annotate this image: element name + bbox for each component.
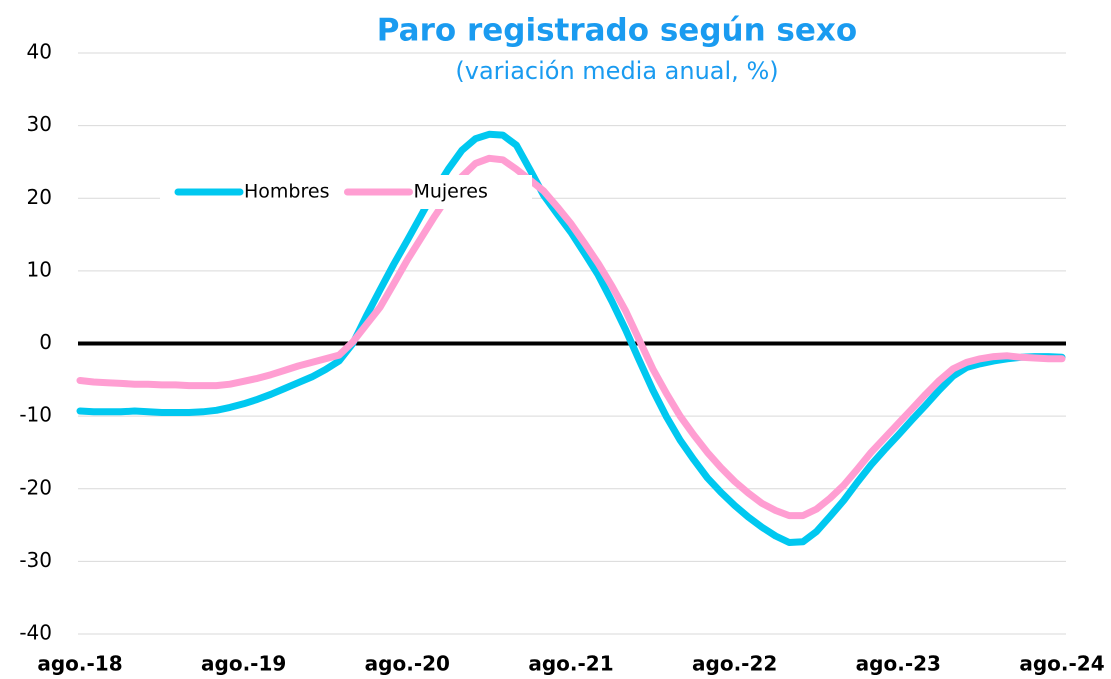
x-tick-label: ago.-23	[856, 652, 941, 676]
x-tick-label: ago.-18	[37, 652, 122, 676]
x-tick-label: ago.-19	[201, 652, 286, 676]
chart-title: Paro registrado según sexo	[377, 13, 857, 49]
x-tick-label: ago.-20	[365, 652, 450, 676]
y-tick-label: 40	[27, 40, 52, 64]
y-tick-label: -40	[19, 621, 52, 645]
y-tick-label: 20	[27, 185, 52, 209]
series-line	[76, 154, 1066, 520]
y-tick-label: -20	[19, 475, 52, 499]
y-tick-label: 30	[27, 112, 52, 136]
x-tick-label: ago.-22	[692, 652, 777, 676]
y-tick-label: 10	[27, 257, 52, 281]
x-tick-label: ago.-24	[1019, 652, 1104, 676]
legend-label: Hombres	[244, 181, 329, 203]
y-tick-label: -30	[19, 548, 52, 572]
chart-subtitle: (variación media anual, %)	[455, 57, 778, 85]
y-tick-label: -10	[19, 403, 52, 427]
y-tick-label: 0	[39, 330, 52, 354]
x-tick-label: ago.-21	[528, 652, 613, 676]
series-line	[76, 130, 1066, 546]
legend-label: Mujeres	[413, 181, 487, 203]
